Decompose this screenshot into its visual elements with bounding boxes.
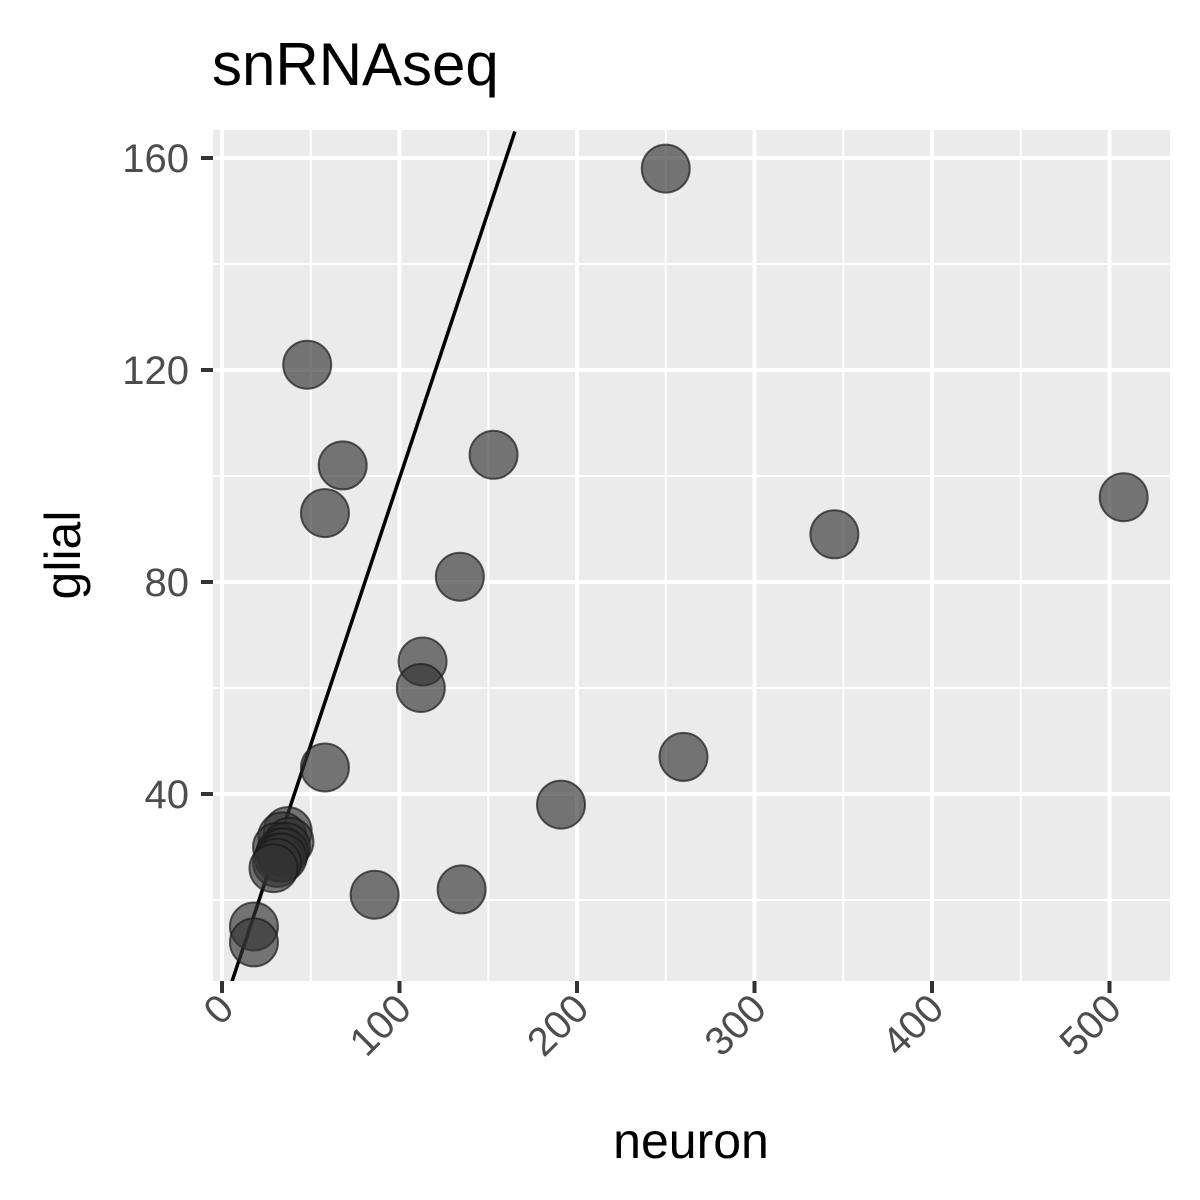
x-tick-label: 400: [874, 986, 952, 1064]
scatter-point: [395, 663, 446, 713]
scatter-point: [349, 869, 400, 920]
x-tick-label: 500: [1052, 986, 1130, 1064]
scatter-point: [1098, 472, 1149, 523]
scatter-point: [434, 551, 485, 602]
scatter-point: [640, 143, 691, 194]
y-axis-title: glial: [35, 511, 91, 600]
y-tick-label: 160: [122, 137, 189, 181]
x-tick-label: 200: [519, 986, 597, 1064]
plot-panel: [213, 130, 1170, 981]
y-tick-label: 40: [145, 773, 190, 817]
scatter-point: [809, 509, 860, 560]
x-axis-title: neuron: [613, 1113, 769, 1169]
x-tick-label: 100: [342, 986, 420, 1064]
major-gridlines: [213, 130, 1170, 981]
x-tick-label: 300: [697, 986, 775, 1064]
scatter-point: [536, 779, 587, 830]
y-axis-ticks: 40 80 120 160: [122, 137, 213, 817]
scatter-point: [658, 731, 709, 782]
x-tick-label: 0: [196, 986, 243, 1033]
scatter-point: [317, 440, 368, 491]
y-tick-label: 80: [145, 561, 190, 605]
y-tick-label: 120: [122, 349, 189, 393]
scatter-point: [299, 742, 350, 793]
chart-title: snRNAseq: [212, 31, 499, 98]
scatter-point: [228, 917, 279, 968]
scatter-point: [436, 864, 487, 915]
scatter-point: [299, 488, 350, 539]
scatter-point: [282, 339, 333, 390]
scatter-point: [468, 429, 519, 480]
data-points: [228, 143, 1149, 968]
scatter-point: [248, 843, 299, 894]
x-axis-ticks: 0 100 200 300 400 500: [196, 981, 1130, 1065]
